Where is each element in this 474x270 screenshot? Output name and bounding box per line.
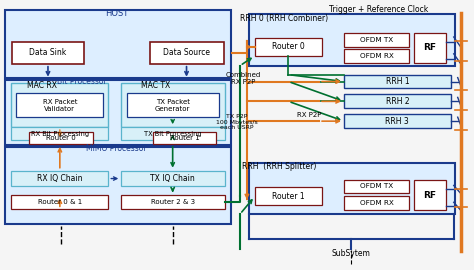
Text: OFDM RX: OFDM RX [360,200,393,206]
Bar [249,163,455,214]
Bar [150,42,224,64]
Text: MAC TX: MAC TX [141,81,171,90]
Text: RX Packet
Validator: RX Packet Validator [43,99,77,112]
Bar [5,147,231,224]
Text: Data Sink: Data Sink [29,48,66,57]
Text: RRH 1: RRH 1 [385,77,409,86]
Bar [121,195,225,209]
Bar [12,42,83,64]
Bar [153,132,216,144]
Bar [16,93,103,117]
Bar [249,14,455,66]
Text: OFDM TX: OFDM TX [360,37,393,43]
Text: TX Bit Processing: TX Bit Processing [144,131,201,137]
Bar [344,75,451,89]
Text: OFDM TX: OFDM TX [360,184,393,190]
Text: Router 1: Router 1 [272,192,305,201]
Text: MIMO Processor: MIMO Processor [86,144,146,153]
Bar [121,127,225,140]
Text: Bit Processor: Bit Processor [57,77,107,86]
Bar [121,83,225,127]
Text: Router 0 & 1: Router 0 & 1 [38,199,82,205]
Text: Router 0: Router 0 [272,42,305,51]
Text: RRH 3: RRH 3 [385,117,409,126]
Text: TX P2P
100 Mbytes/s
each USRP: TX P2P 100 Mbytes/s each USRP [216,114,258,130]
Bar [11,171,109,187]
Text: TX Packet
Generator: TX Packet Generator [155,99,191,112]
Text: HOST: HOST [105,9,128,18]
Bar [344,114,451,128]
Text: Router 2 & 3: Router 2 & 3 [151,199,195,205]
Text: OFDM RX: OFDM RX [360,53,393,59]
Bar [255,38,322,56]
Bar [29,132,92,144]
Text: Combined
RX P2P: Combined RX P2P [225,72,261,85]
Text: RF: RF [423,43,437,52]
Bar [11,127,109,140]
Text: RX IQ Chain: RX IQ Chain [37,174,82,183]
Bar [11,195,109,209]
Text: RRH  (RRH Splitter): RRH (RRH Splitter) [242,162,317,171]
Text: MAC RX: MAC RX [27,81,57,90]
Text: Trigger + Reference Clock: Trigger + Reference Clock [329,5,428,14]
Text: TX IQ Chain: TX IQ Chain [150,174,195,183]
Text: Router 0: Router 0 [46,135,76,141]
Text: RRH 0 (RRH Combiner): RRH 0 (RRH Combiner) [240,14,328,23]
Text: RX P2P: RX P2P [297,112,321,118]
Bar [344,94,451,108]
Bar [5,10,231,77]
Bar [5,80,231,145]
Bar [414,33,446,63]
Bar [344,49,409,63]
Bar [255,187,322,205]
Bar [127,93,219,117]
Text: RRH 2: RRH 2 [385,97,409,106]
Text: Router 1: Router 1 [170,135,200,141]
Bar [344,180,409,193]
Text: Data Source: Data Source [163,48,210,57]
Text: SubSytem: SubSytem [331,249,370,258]
Bar [11,83,109,127]
Bar [344,33,409,47]
Bar [121,171,225,187]
Bar [344,196,409,210]
Bar [414,180,446,210]
Text: RF: RF [423,191,437,200]
Text: RX Bit Processing: RX Bit Processing [31,131,89,137]
